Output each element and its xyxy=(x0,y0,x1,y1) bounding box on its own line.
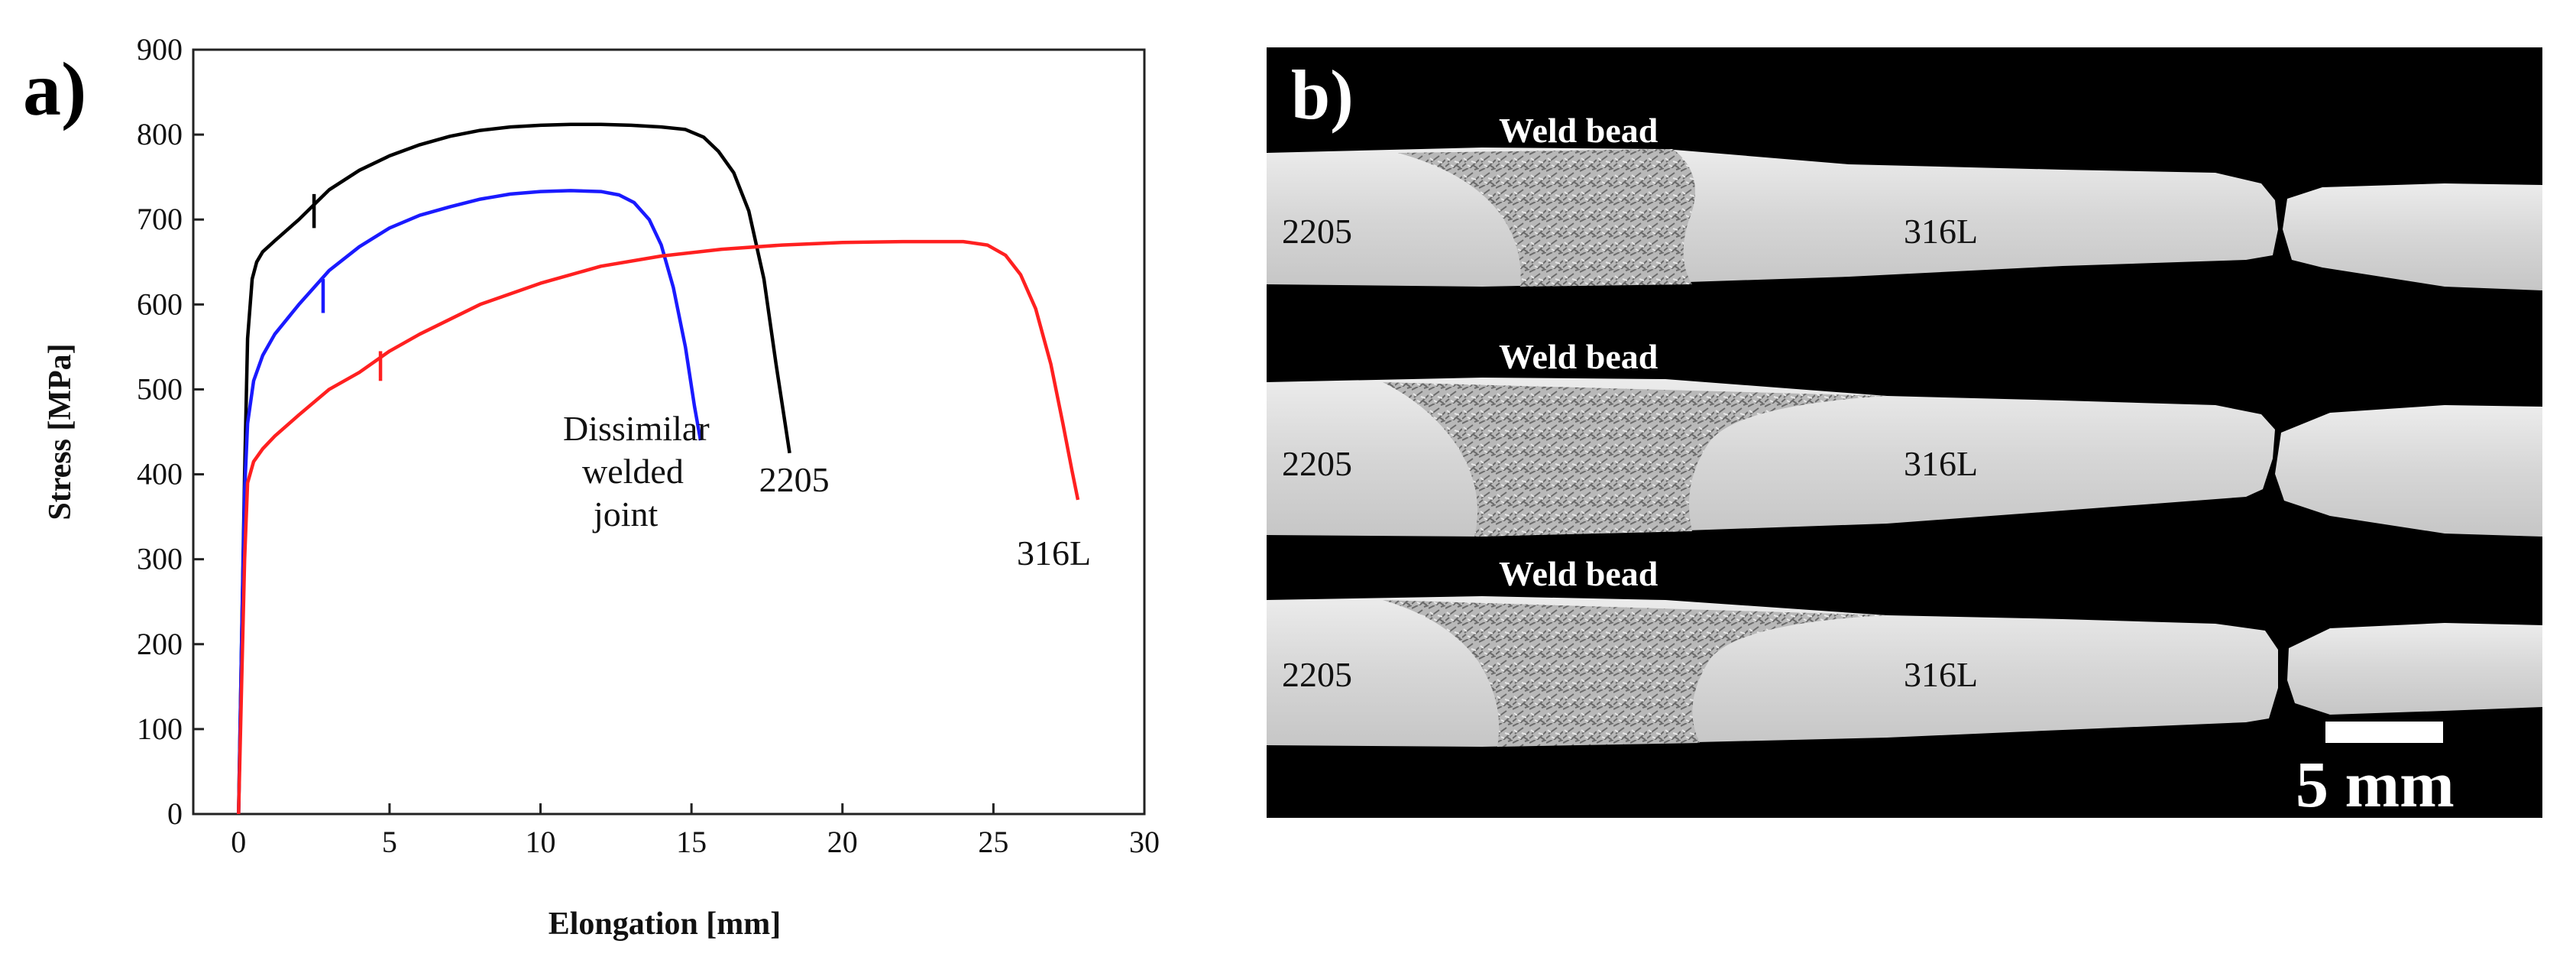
scale-bar xyxy=(2325,722,2443,743)
y-tick-label: 100 xyxy=(137,712,183,746)
panel-a: a) 0 5 10 15 20 25 30 0 100 200 300 400 500 600 700 80… xyxy=(23,32,1160,942)
y-tick-label: 0 xyxy=(167,796,183,831)
specimen-3-weld-label: Weld bead xyxy=(1499,554,1659,593)
y-tick-label: 800 xyxy=(137,117,183,151)
specimen-2: Weld bead 2205 316L xyxy=(1267,337,2542,537)
panel-b-photo: b) Weld bead 2205 316L Weld bead 2205 31… xyxy=(1267,47,2542,821)
specimen-2-weld-label: Weld bead xyxy=(1499,337,1659,376)
y-tick-label: 900 xyxy=(137,32,183,66)
annotation-dissimilar-welded-joint: welded xyxy=(582,452,684,491)
specimen-1-316l-label: 316L xyxy=(1904,212,1978,251)
x-tick-label: 30 xyxy=(1129,825,1160,859)
specimen-1-2205-label: 2205 xyxy=(1282,212,1352,251)
panel-a-label: a) xyxy=(23,47,86,131)
specimen-1-weld-bead xyxy=(1398,149,1695,287)
series-316l-line xyxy=(237,239,1080,815)
annotation-316l: 316L xyxy=(1017,534,1091,572)
specimen-2-weld-bead xyxy=(1383,382,1887,537)
scale-bar-label: 5 mm xyxy=(2296,748,2455,821)
x-tick-label: 10 xyxy=(526,825,556,859)
x-tick-label: 20 xyxy=(827,825,858,859)
series-layer xyxy=(237,122,1080,815)
annotation-dissimilar-welded-joint: joint xyxy=(592,495,659,534)
annotation-2205: 2205 xyxy=(759,460,830,499)
x-axis: 0 5 10 15 20 25 30 xyxy=(231,803,1160,859)
annotation-dissimilar-welded-joint: Dissimilar xyxy=(563,409,710,448)
x-tick-label: 5 xyxy=(382,825,397,859)
specimen-3-316l-label: 316L xyxy=(1904,655,1978,694)
y-tick-label: 500 xyxy=(137,371,183,406)
specimen-3-weld-bead xyxy=(1383,600,1887,747)
specimen-3-right-fragment xyxy=(2287,623,2542,715)
series-dissimilar-welded-joint-line xyxy=(237,189,703,815)
specimen-3-2205-label: 2205 xyxy=(1282,655,1352,694)
x-tick-label: 25 xyxy=(978,825,1008,859)
y-tick-label: 200 xyxy=(137,627,183,661)
y-axis-title: Stress [MPa] xyxy=(43,343,78,520)
specimen-3: Weld bead 2205 316L xyxy=(1267,554,2542,747)
specimen-2-right-fragment xyxy=(2275,405,2542,537)
y-tick-label: 600 xyxy=(137,287,183,321)
series-2205-line xyxy=(237,122,791,815)
y-axis: 0 100 200 300 400 500 600 700 800 900 xyxy=(137,32,204,831)
y-tick-label: 400 xyxy=(137,457,183,491)
x-tick-label: 15 xyxy=(676,825,707,859)
y-tick-label: 700 xyxy=(137,202,183,236)
specimen-1-right-fragment xyxy=(2283,183,2542,290)
specimen-1: Weld bead 2205 316L xyxy=(1267,111,2542,290)
annotation-layer: Dissimilar welded joint 2205 316L xyxy=(563,409,1091,572)
x-tick-label: 0 xyxy=(231,825,246,859)
y-tick-label: 300 xyxy=(137,542,183,576)
plot-frame xyxy=(192,48,1146,816)
panel-b-label: b) xyxy=(1291,56,1354,134)
specimen-2-316l-label: 316L xyxy=(1904,444,1978,483)
specimen-1-weld-label: Weld bead xyxy=(1499,111,1659,150)
specimen-2-2205-label: 2205 xyxy=(1282,444,1352,483)
x-axis-title: Elongation [mm] xyxy=(549,906,782,942)
